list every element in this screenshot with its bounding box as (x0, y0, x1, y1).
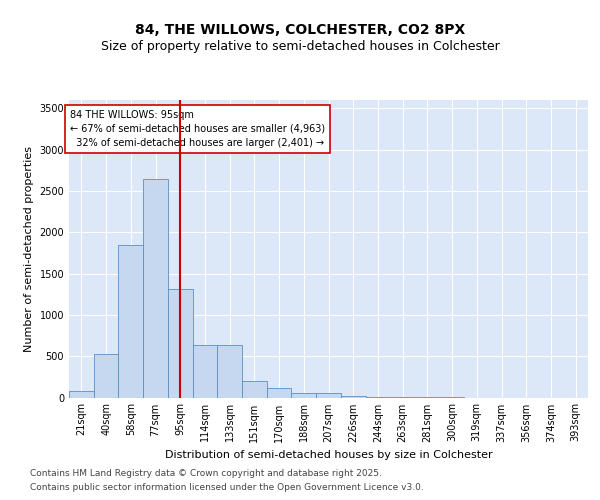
Bar (217, 344, 242, 398)
Bar (292, 392, 316, 398)
Bar (69, 392, 94, 398)
Text: 84, THE WILLOWS, COLCHESTER, CO2 8PX: 84, THE WILLOWS, COLCHESTER, CO2 8PX (135, 22, 465, 36)
Bar (365, 396, 390, 398)
Text: Size of property relative to semi-detached houses in Colchester: Size of property relative to semi-detach… (101, 40, 499, 53)
X-axis label: Distribution of semi-detached houses by size in Colchester: Distribution of semi-detached houses by … (164, 450, 493, 460)
Bar (168, 289, 193, 398)
Bar (242, 381, 267, 398)
Bar (193, 344, 217, 398)
Text: 84 THE WILLOWS: 95sqm
← 67% of semi-detached houses are smaller (4,963)
  32% of: 84 THE WILLOWS: 95sqm ← 67% of semi-deta… (70, 110, 325, 148)
Bar (341, 396, 365, 398)
Bar (94, 354, 118, 398)
Bar (316, 394, 341, 398)
Text: Contains public sector information licensed under the Open Government Licence v3: Contains public sector information licen… (30, 483, 424, 492)
Bar (143, 180, 168, 398)
Bar (118, 244, 143, 398)
Text: Contains HM Land Registry data © Crown copyright and database right 2025.: Contains HM Land Registry data © Crown c… (30, 470, 382, 478)
Y-axis label: Number of semi-detached properties: Number of semi-detached properties (24, 146, 34, 352)
Bar (267, 388, 292, 398)
